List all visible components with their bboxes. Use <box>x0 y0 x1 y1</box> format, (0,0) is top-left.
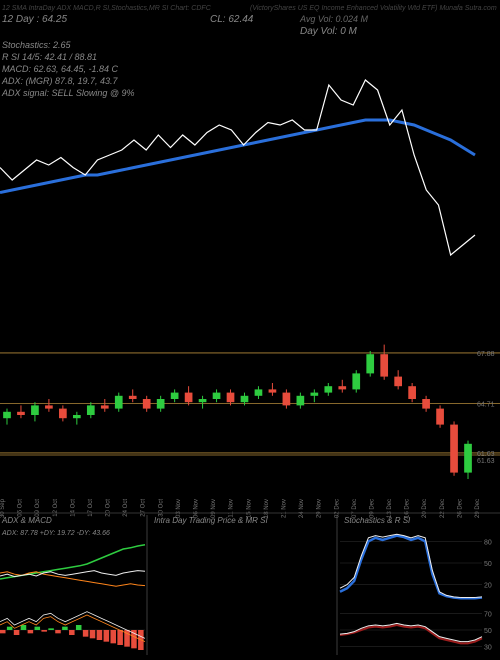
metric-line: R SI 14/5: 42.41 / 88.81 <box>2 52 97 62</box>
header-indicators: 12 SMA IntraDay ADX MACD,R SI,Stochastic… <box>2 5 212 12</box>
x-date-label: 17 Oct <box>88 499 94 517</box>
header-fund-name: (VictoryShares US EQ Income Enhanced Vol… <box>250 5 497 12</box>
x-date-label: 20 Oct <box>106 499 112 517</box>
macd-hist-bar <box>110 630 116 643</box>
price-label: 61.63 <box>477 451 495 458</box>
candle-body <box>338 386 346 389</box>
macd-hist-bar <box>55 630 61 633</box>
candle-body <box>45 405 53 408</box>
macd-hist-bar <box>14 630 20 635</box>
rsi-tick: 50 <box>484 628 492 635</box>
adx-title: ADX & MACD <box>1 516 52 525</box>
candle-body <box>422 399 430 409</box>
macd-hist-bar <box>7 627 13 630</box>
header-avgvol: Avg Vol: 0.024 M <box>299 14 369 24</box>
x-date-label: 14 Oct <box>70 499 76 517</box>
metric-line: Stochastics: 2.65 <box>2 40 72 50</box>
macd-hist-bar <box>117 630 123 645</box>
candle-body <box>157 399 165 409</box>
candle-body <box>227 393 235 403</box>
x-date-label: 21 Nov <box>281 499 287 518</box>
macd-hist-bar <box>21 625 27 630</box>
stoch-tick: 80 <box>484 539 492 546</box>
macd-hist-bar <box>90 630 96 638</box>
candle-body <box>464 444 472 473</box>
candle-body <box>87 405 95 415</box>
price-label: 61.63 <box>477 458 495 465</box>
candle-body <box>31 405 39 415</box>
macd-hist-bar <box>48 628 54 630</box>
metric-line: MACD: 62.63, 64.45, -1.84 C <box>2 64 119 74</box>
candle-body <box>115 396 123 409</box>
candle-body <box>380 354 388 376</box>
macd-hist-bar <box>35 627 41 630</box>
x-date-label: 12 Oct <box>53 499 59 517</box>
candle-body <box>59 409 67 419</box>
x-date-label: 20 Dec <box>422 499 428 518</box>
candle-body <box>185 393 193 403</box>
macd-hist-bar <box>41 630 47 632</box>
candle-body <box>143 399 151 409</box>
candle-body <box>3 412 11 418</box>
stoch-tick: 20 <box>484 583 492 590</box>
candle-body <box>366 354 374 373</box>
candle-body <box>324 386 332 392</box>
price-label: 67.88 <box>477 351 495 358</box>
candle-body <box>255 389 263 395</box>
macd-hist-bar <box>76 625 82 630</box>
candle-body <box>283 393 291 406</box>
candle-body <box>199 399 207 402</box>
price-label: 64.71 <box>477 402 495 409</box>
x-date-label: 24 Nov <box>299 499 305 518</box>
macd-hist-bar <box>0 630 6 633</box>
macd-hist-bar <box>28 630 34 633</box>
candle-body <box>171 393 179 399</box>
macd-hist-bar <box>104 630 110 642</box>
candle-body <box>129 396 137 399</box>
macd-hist-bar <box>83 630 89 637</box>
metric-line: ADX: (MGR) 87.8, 19.7, 43.7 <box>1 76 119 86</box>
candle-body <box>241 396 249 402</box>
candle-body <box>269 389 277 392</box>
x-date-label: 02 Dec <box>334 499 340 518</box>
x-date-label: 29 Dec <box>475 499 481 518</box>
macd-hist-bar <box>69 630 75 635</box>
metric-line: ADX signal: SELL Slowing @ 9% <box>1 88 135 98</box>
candle-body <box>73 415 81 418</box>
stoch-tick: 50 <box>484 561 492 568</box>
adx-readout: ADX: 87.78 +DY: 19.72 -DY: 43.66 <box>1 530 110 537</box>
x-date-label: 22 Dec <box>440 499 446 518</box>
candle-body <box>352 373 360 389</box>
x-date-label: 11 Nov <box>229 499 235 518</box>
header-dayvol: Day Vol: 0 M <box>300 26 358 37</box>
x-date-label: 09 Oct <box>35 499 41 517</box>
candle-body <box>297 396 305 406</box>
rsi-tick: 70 <box>484 611 492 618</box>
candle-body <box>408 386 416 399</box>
x-date-label: 29 Nov <box>317 499 323 518</box>
x-date-label: 06 Oct <box>18 499 24 517</box>
intraday-title: Intra Day Trading Price & MR SI <box>154 516 268 525</box>
x-date-label: 30 Oct <box>158 499 164 517</box>
candle-body <box>436 409 444 425</box>
x-date-label: 26 Dec <box>457 499 463 518</box>
macd-hist-bar <box>97 630 103 640</box>
x-date-label: 27 Oct <box>141 499 147 517</box>
header-12day: 12 Day : 64.25 <box>2 14 67 25</box>
candle-body <box>213 393 221 399</box>
candle-body <box>310 393 318 396</box>
stoch-title: Stochastics & R SI <box>344 516 411 525</box>
candle-body <box>17 412 25 415</box>
candle-body <box>101 405 109 408</box>
macd-hist-bar <box>62 627 68 630</box>
x-date-label: 24 Oct <box>123 499 129 517</box>
candle-body <box>394 377 402 387</box>
header-close: CL: 62.44 <box>210 14 254 25</box>
candle-body <box>450 425 458 473</box>
background <box>0 0 500 660</box>
rsi-tick: 30 <box>484 645 492 652</box>
